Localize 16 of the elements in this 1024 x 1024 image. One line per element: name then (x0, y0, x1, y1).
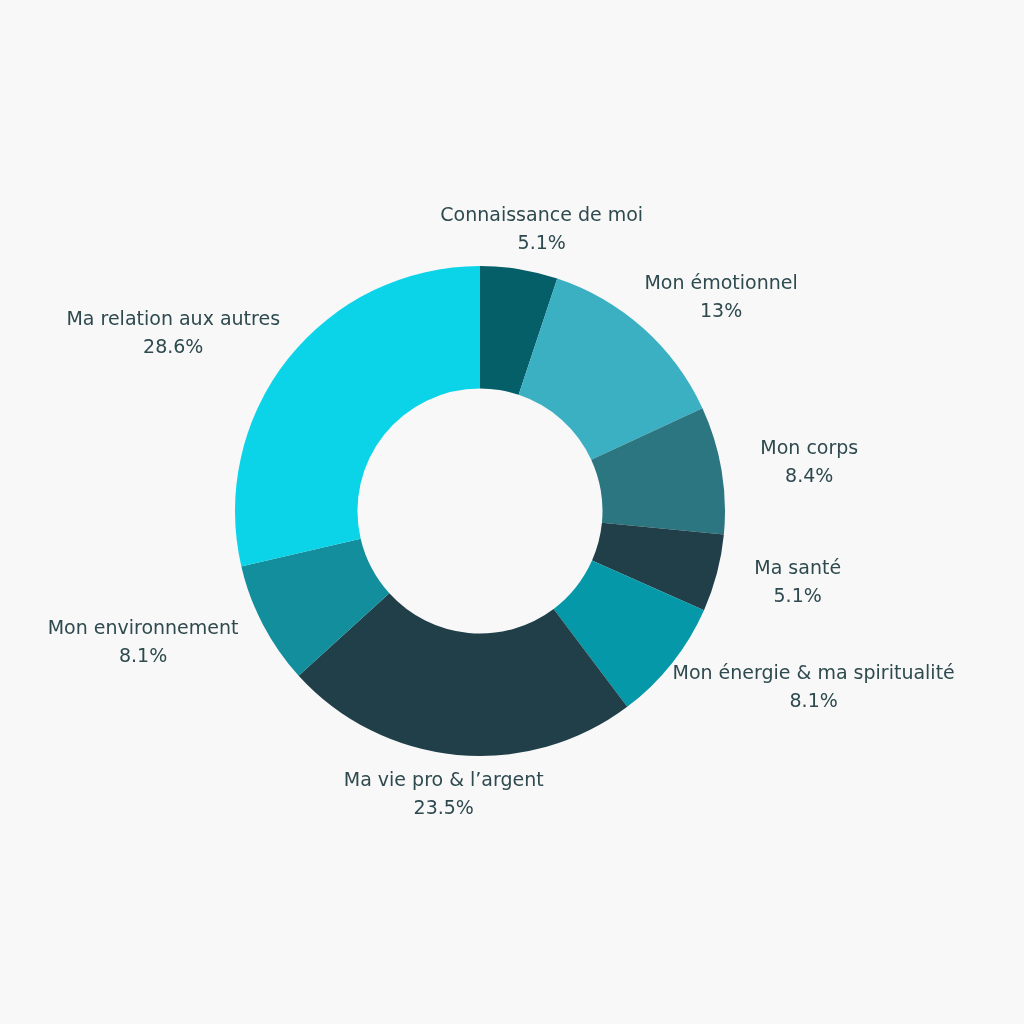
slice-label: Mon environnement (47, 616, 239, 639)
slice-label: Ma vie pro & l’argent (343, 767, 544, 790)
slice-label: Mon corps (760, 436, 859, 459)
data-label: 8.1% (789, 689, 838, 712)
slice-label: Ma santé (754, 556, 842, 579)
data-label: 8.1% (118, 644, 168, 667)
data-label: 5.1% (517, 230, 566, 253)
slice-label: Mon énergie & ma spiritualité (672, 661, 955, 684)
data-label: 8.4% (785, 464, 834, 487)
data-label: 5.1% (773, 584, 822, 607)
slice-label: Mon émotionnel (644, 271, 798, 294)
data-label: 13% (699, 299, 743, 322)
data-label: 28.6% (143, 334, 204, 357)
data-label: 23.5% (413, 795, 474, 818)
slice-label: Connaissance de moi (440, 202, 644, 225)
slice-label: Ma relation aux autres (66, 306, 281, 329)
